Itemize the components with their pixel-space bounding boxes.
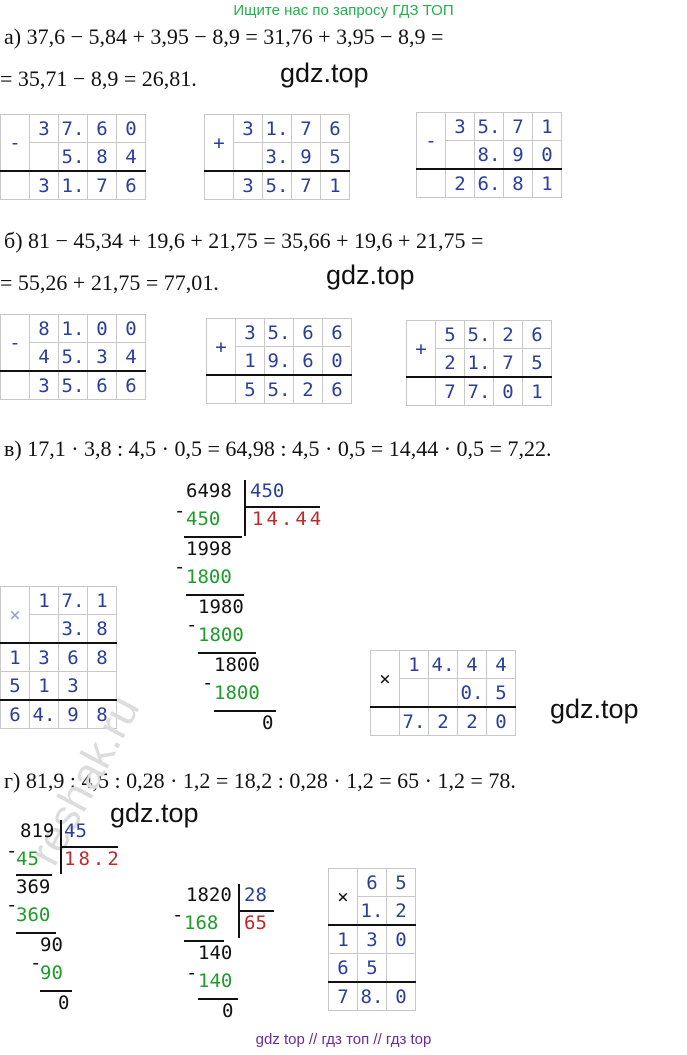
watermark: gdz.top — [110, 798, 199, 828]
operator: + — [204, 114, 234, 172]
calc-table-b3: +5 5. 2 6 2 1. 7 5 7 7. 0 1 — [406, 320, 552, 406]
calc-table-a1: -3 7. 6 0 5. 8 4 3 1. 7 6 — [0, 114, 146, 200]
eq-b-line2: = 55,26 + 21,75 = 77,01. — [0, 270, 219, 295]
calc-table-v-mult2: × 1 4. 4 4 0. 5 7. 2 2 0 — [370, 650, 516, 736]
eq-v-line1: в) 17,1 · 3,8 : 4,5 · 0,5 = 64,98 : 4,5 … — [4, 436, 552, 461]
watermark: gdz.top — [280, 58, 369, 88]
eq-b-line1: б) 81 − 45,34 + 19,6 + 21,75 = 35,66 + 1… — [4, 228, 484, 253]
operator: - — [0, 114, 30, 172]
calc-table-b2: +3 5. 6 6 1 9. 6 0 5 5. 2 6 — [206, 318, 352, 404]
operator: + — [406, 320, 436, 378]
operator: - — [416, 112, 446, 170]
operator: × — [370, 650, 400, 708]
footer-links[interactable]: gdz top // гдз топ // гдз top — [255, 1031, 432, 1048]
operator: × — [0, 586, 30, 644]
watermark: gdz.top — [326, 260, 415, 290]
operator: + — [206, 318, 236, 376]
calc-table-b1: -8 1. 0 0 4 5. 3 4 3 5. 6 6 — [0, 314, 146, 400]
calc-table-a2: +3 1. 7 6 3. 9 5 3 5. 7 1 — [204, 114, 350, 200]
site-banner: Ищите нас по запросу ГДЗ ТОП — [233, 2, 454, 19]
eq-a-line2: = 35,71 − 8,9 = 26,81. — [0, 66, 197, 91]
eq-g-line1: г) 81,9 : 4,5 : 0,28 · 1,2 = 18,2 : 0,28… — [4, 768, 516, 793]
watermark: gdz.top — [550, 694, 639, 724]
calc-table-a3: -3 5. 7 1 8. 9 0 2 6. 8 1 — [416, 112, 562, 198]
operator: - — [0, 314, 30, 372]
eq-a-line1: а) 37,6 − 5,84 + 3,95 − 8,9 = 31,76 + 3,… — [4, 24, 444, 49]
operator: × — [328, 868, 358, 926]
